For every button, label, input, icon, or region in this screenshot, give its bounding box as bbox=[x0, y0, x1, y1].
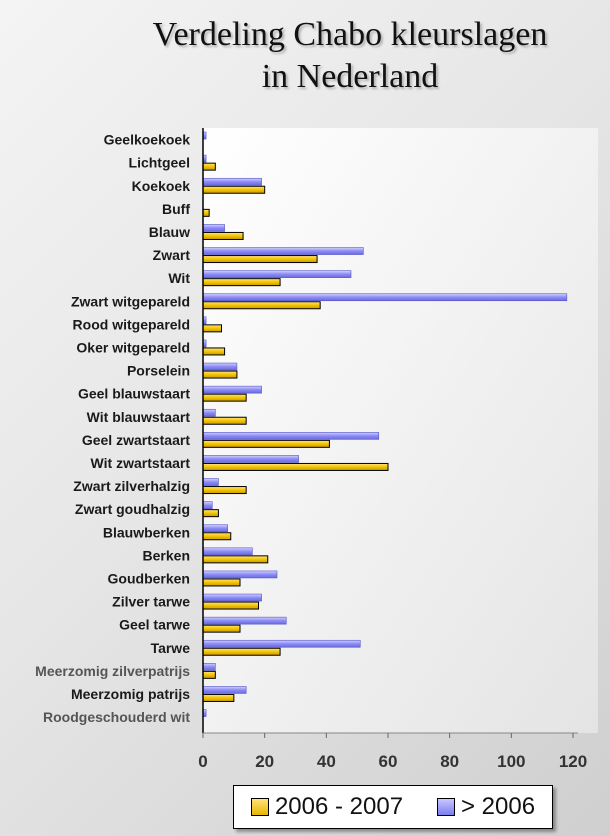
bar-after-2006 bbox=[202, 270, 352, 278]
category-label: Blauw bbox=[149, 224, 190, 240]
bars-group bbox=[202, 131, 568, 726]
bar-2006-2007 bbox=[202, 208, 210, 217]
bar-after-2006 bbox=[202, 177, 262, 186]
x-tick-label: 20 bbox=[255, 752, 274, 771]
bar-after-2006 bbox=[202, 663, 216, 671]
legend: 2006 - 2007 > 2006 bbox=[233, 785, 553, 829]
category-label: Zwart zilverhalzig bbox=[73, 478, 190, 494]
bar-after-2006 bbox=[202, 293, 568, 302]
legend-label-series-1: 2006 - 2007 bbox=[274, 793, 404, 820]
x-tick-label: 80 bbox=[440, 752, 459, 771]
category-label: Buff bbox=[162, 201, 190, 217]
category-label: Blauwberken bbox=[103, 524, 190, 540]
category-label: Wit blauwstaart bbox=[87, 409, 191, 425]
bar-2006-2007 bbox=[202, 624, 241, 633]
bar-2006-2007 bbox=[202, 231, 244, 240]
bar-after-2006 bbox=[202, 616, 287, 625]
chart-title-line-2: in Nederland bbox=[261, 58, 439, 95]
bar-2006-2007 bbox=[202, 647, 281, 656]
category-label: Zwart witgepareld bbox=[71, 293, 190, 309]
bar-after-2006 bbox=[202, 686, 247, 694]
category-label: Oker witgepareld bbox=[76, 339, 190, 355]
x-tick-label: 120 bbox=[559, 752, 587, 771]
bar-after-2006 bbox=[202, 408, 216, 417]
bar-2006-2007 bbox=[202, 393, 247, 402]
category-label: Geel blauwstaart bbox=[78, 386, 190, 402]
category-labels: Geelkoekoek Lichtgeel Koekoek Buff Blauw Zwar… bbox=[35, 132, 191, 725]
category-label: Geel tarwe bbox=[119, 617, 190, 633]
bar-after-2006 bbox=[202, 224, 225, 232]
category-label: Wit zwartstaart bbox=[91, 455, 191, 471]
bar-after-2006 bbox=[202, 432, 380, 440]
category-label: Zwart goudhalzig bbox=[75, 501, 190, 517]
bar-2006-2007 bbox=[202, 439, 330, 448]
bar-2006-2007 bbox=[202, 578, 241, 587]
category-label: Zwart bbox=[153, 247, 191, 263]
chart-title: Verdeling Chabo kleurslagen in Nederland bbox=[100, 14, 600, 98]
category-label: Roodgeschouderd wit bbox=[43, 709, 190, 725]
bar-2006-2007 bbox=[202, 555, 269, 564]
category-label: Koekoek bbox=[132, 178, 191, 194]
category-label: Tarwe bbox=[151, 640, 191, 656]
bar-after-2006 bbox=[202, 455, 299, 463]
category-label: Lichtgeel bbox=[129, 155, 190, 171]
bar-2006-2007 bbox=[202, 255, 318, 264]
bar-after-2006 bbox=[202, 547, 253, 556]
category-label: Rood witgepareld bbox=[73, 316, 190, 332]
category-label: Goudberken bbox=[108, 570, 190, 586]
category-label: Porselein bbox=[127, 363, 190, 379]
bar-after-2006 bbox=[202, 570, 278, 579]
legend-swatch-gold bbox=[250, 798, 269, 816]
bar-2006-2007 bbox=[202, 278, 281, 287]
bar-after-2006 bbox=[202, 362, 238, 371]
bar-2006-2007 bbox=[202, 324, 222, 333]
legend-swatch-blue bbox=[436, 798, 455, 816]
x-tick-label: 40 bbox=[317, 752, 336, 771]
bar-2006-2007 bbox=[202, 347, 226, 356]
chart-title-line-1: Verdeling Chabo kleurslagen bbox=[152, 16, 548, 53]
bar-2006-2007 bbox=[202, 670, 216, 679]
category-label: Berken bbox=[143, 547, 190, 563]
bar-2006-2007 bbox=[202, 693, 235, 702]
category-label: Geel zwartstaart bbox=[82, 432, 190, 448]
category-label: Geelkoekoek bbox=[104, 132, 191, 148]
legend-item-series-1: 2006 - 2007 bbox=[250, 793, 404, 821]
bar-after-2006 bbox=[202, 478, 219, 486]
bar-2006-2007 bbox=[202, 601, 259, 610]
x-axis-ticks: 0 20 40 60 80 100 120 bbox=[198, 733, 587, 771]
bar-after-2006 bbox=[202, 501, 213, 509]
bar-after-2006 bbox=[202, 385, 262, 394]
bar-2006-2007 bbox=[202, 532, 232, 541]
legend-label-series-2: > 2006 bbox=[460, 793, 536, 820]
bar-after-2006 bbox=[202, 524, 228, 533]
category-label: Wit bbox=[168, 270, 190, 286]
bar-2006-2007 bbox=[202, 416, 247, 425]
x-tick-label: 0 bbox=[198, 752, 207, 771]
bar-2006-2007 bbox=[202, 462, 389, 471]
bar-2006-2007 bbox=[202, 370, 238, 379]
bar-2006-2007 bbox=[202, 162, 216, 171]
bar-after-2006 bbox=[202, 247, 364, 255]
category-label: Meerzomig zilverpatrijs bbox=[35, 663, 190, 679]
category-label: Zilver tarwe bbox=[112, 594, 190, 610]
bar-2006-2007 bbox=[202, 185, 266, 194]
x-tick-label: 60 bbox=[379, 752, 398, 771]
bar-2006-2007 bbox=[202, 486, 247, 495]
bar-after-2006 bbox=[202, 593, 262, 602]
plot-area bbox=[203, 128, 598, 733]
bar-2006-2007 bbox=[202, 509, 219, 518]
category-label: Meerzomig patrijs bbox=[71, 686, 190, 702]
bar-after-2006 bbox=[202, 639, 361, 648]
legend-item-series-2: > 2006 bbox=[436, 793, 536, 821]
bar-2006-2007 bbox=[202, 301, 321, 310]
x-tick-label: 100 bbox=[497, 752, 525, 771]
